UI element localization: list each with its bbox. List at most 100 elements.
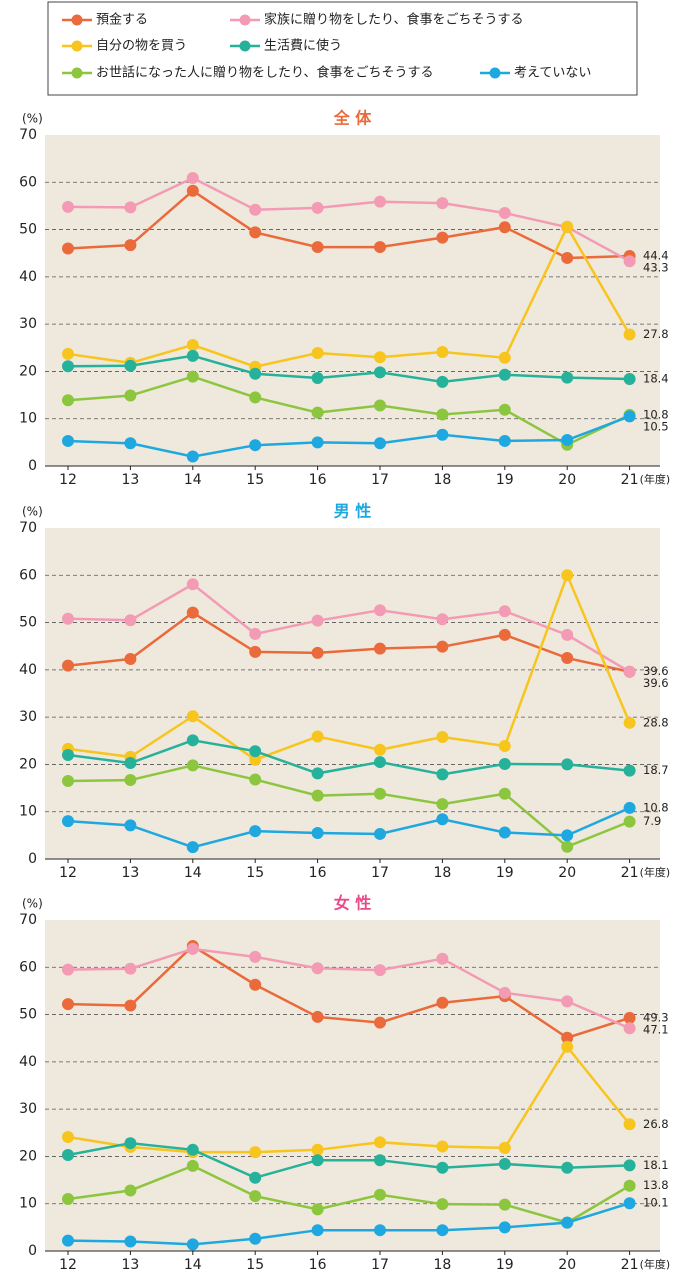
data-point (311, 346, 324, 359)
data-point (436, 813, 449, 826)
legend-marker (71, 67, 83, 79)
data-point (124, 1184, 137, 1197)
data-point (498, 605, 511, 618)
data-point (186, 606, 199, 619)
data-point (124, 614, 137, 627)
y-tick-label: 50 (19, 222, 37, 238)
legend-label: 預金する (96, 12, 148, 28)
data-point (436, 1198, 449, 1211)
data-point (186, 734, 199, 747)
y-tick-label: 40 (19, 662, 37, 678)
y-tick-label: 70 (19, 127, 37, 143)
x-axis-unit: (年度) (640, 1257, 671, 1271)
data-point (498, 986, 511, 999)
y-tick-label: 70 (19, 912, 37, 928)
data-point (62, 394, 74, 407)
series-line (67, 1044, 631, 1154)
end-label: 18.4 (643, 371, 669, 385)
legend-label: 生活費に使う (264, 38, 342, 54)
y-tick-label: 0 (28, 458, 37, 474)
data-point (623, 1011, 636, 1024)
data-point (62, 1192, 74, 1205)
data-point (374, 1224, 386, 1237)
end-label: 10.8 (643, 407, 669, 421)
data-point (249, 1190, 262, 1203)
data-point (311, 614, 324, 627)
legend-label: 自分の物を買う (96, 39, 187, 54)
chart-title: 男 性 (334, 502, 372, 521)
data-point (249, 1171, 262, 1184)
data-point (374, 1016, 386, 1029)
data-point (498, 403, 511, 416)
x-tick-label: 14 (184, 865, 202, 881)
data-point (436, 375, 449, 388)
data-point (623, 1118, 636, 1131)
end-label: 44.4 (643, 249, 669, 263)
data-point (186, 338, 199, 351)
data-point (186, 184, 199, 197)
y-tick-label: 50 (19, 615, 37, 631)
data-point (498, 351, 511, 364)
x-tick-label: 13 (121, 1257, 139, 1273)
data-point (498, 1198, 511, 1211)
data-point (186, 710, 199, 723)
data-point (62, 774, 74, 787)
end-label: 18.1 (643, 1158, 669, 1172)
end-label: 10.1 (643, 1196, 669, 1210)
data-point (249, 203, 262, 216)
data-point (124, 999, 137, 1012)
data-point (62, 360, 74, 373)
data-point (62, 242, 74, 255)
data-point (374, 366, 386, 379)
data-point (249, 825, 262, 838)
y-tick-label: 70 (19, 520, 37, 536)
data-point (561, 758, 574, 771)
x-tick-label: 21 (621, 472, 639, 488)
data-point (561, 1040, 574, 1053)
data-point (311, 406, 324, 419)
series-line (67, 1141, 630, 1180)
data-point (249, 439, 262, 452)
data-point (498, 1141, 511, 1154)
series-line (67, 611, 630, 673)
data-point (436, 408, 449, 421)
data-point (249, 226, 262, 239)
y-tick-label: 60 (19, 567, 37, 583)
data-point (436, 640, 449, 653)
end-label: 43.3 (643, 261, 669, 275)
x-tick-label: 12 (59, 1257, 77, 1273)
data-point (62, 1149, 74, 1162)
plot-area (45, 920, 660, 1251)
data-point (311, 241, 324, 254)
data-point (62, 612, 74, 625)
series-line (67, 571, 631, 762)
x-tick-label: 13 (121, 865, 139, 881)
x-tick-label: 18 (433, 865, 451, 881)
y-axis-unit: (%) (22, 112, 43, 126)
data-point (374, 351, 386, 364)
y-tick-label: 20 (19, 363, 37, 379)
legend-box (47, 1, 638, 96)
end-label: 13.8 (643, 1178, 669, 1192)
data-point (186, 1238, 199, 1251)
series-line (67, 1202, 630, 1246)
legend-label: お世話になった人に贈り物をしたり、食事をごちそうする (96, 65, 433, 81)
data-point (62, 347, 74, 360)
x-axis-unit: (年度) (640, 865, 671, 879)
x-tick-label: 21 (621, 865, 639, 881)
data-point (561, 371, 574, 384)
x-tick-label: 12 (59, 472, 77, 488)
data-point (249, 950, 262, 963)
y-tick-label: 10 (19, 411, 37, 427)
plot-area (45, 135, 660, 466)
data-point (374, 604, 386, 617)
data-point (498, 221, 511, 234)
x-tick-label: 16 (309, 472, 327, 488)
data-point (498, 739, 511, 752)
data-point (374, 827, 386, 840)
y-tick-label: 40 (19, 269, 37, 285)
data-point (186, 349, 199, 362)
data-point (62, 998, 74, 1011)
